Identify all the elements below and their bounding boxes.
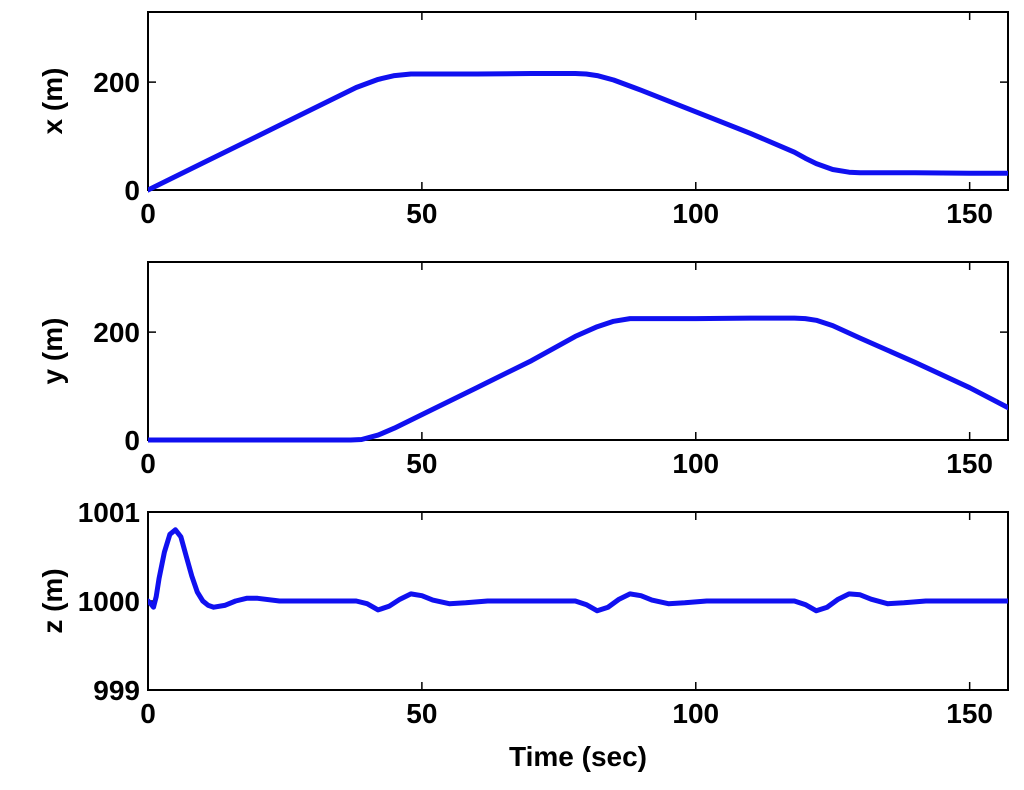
z-xtick-label: 150	[946, 698, 993, 729]
z-xtick-label: 0	[140, 698, 156, 729]
z-series-line	[148, 527, 1008, 614]
y-plot-frame	[147, 261, 1009, 441]
x-ytick-label: 200	[93, 67, 140, 98]
z-position-plot: 0 50 100 150 999 1000 1001 z (m) Time (sec)	[37, 497, 1009, 772]
x-xtick-label: 0	[140, 198, 156, 229]
y-xtick-label: 50	[406, 448, 437, 479]
z-ytick-label: 1001	[78, 497, 140, 528]
x-xtick-label: 150	[946, 198, 993, 229]
y-xtick-label: 150	[946, 448, 993, 479]
y-series-line	[148, 315, 1008, 443]
x-series-line	[148, 71, 1008, 193]
x-ytick-label: 0	[124, 175, 140, 206]
y-ytick-label: 200	[93, 317, 140, 348]
y-position-plot: 0 50 100 150 0 200 y (m)	[37, 261, 1009, 479]
z-ytick-label: 999	[93, 675, 140, 706]
y-xtick-label: 0	[140, 448, 156, 479]
time-axis-title: Time (sec)	[509, 741, 647, 772]
z-axis-title: z (m)	[37, 568, 68, 633]
x-axis-title: x (m)	[37, 68, 68, 135]
z-xtick-label: 50	[406, 698, 437, 729]
x-xtick-label: 50	[406, 198, 437, 229]
y-ytick-label: 0	[124, 425, 140, 456]
y-axis-title: y (m)	[37, 318, 68, 385]
y-xtick-label: 100	[672, 448, 719, 479]
x-position-plot: 0 50 100 150 0 200 x (m)	[37, 11, 1009, 229]
x-xtick-label: 100	[672, 198, 719, 229]
z-xtick-label: 100	[672, 698, 719, 729]
z-ytick-label: 1000	[78, 586, 140, 617]
x-plot-frame	[147, 11, 1009, 191]
